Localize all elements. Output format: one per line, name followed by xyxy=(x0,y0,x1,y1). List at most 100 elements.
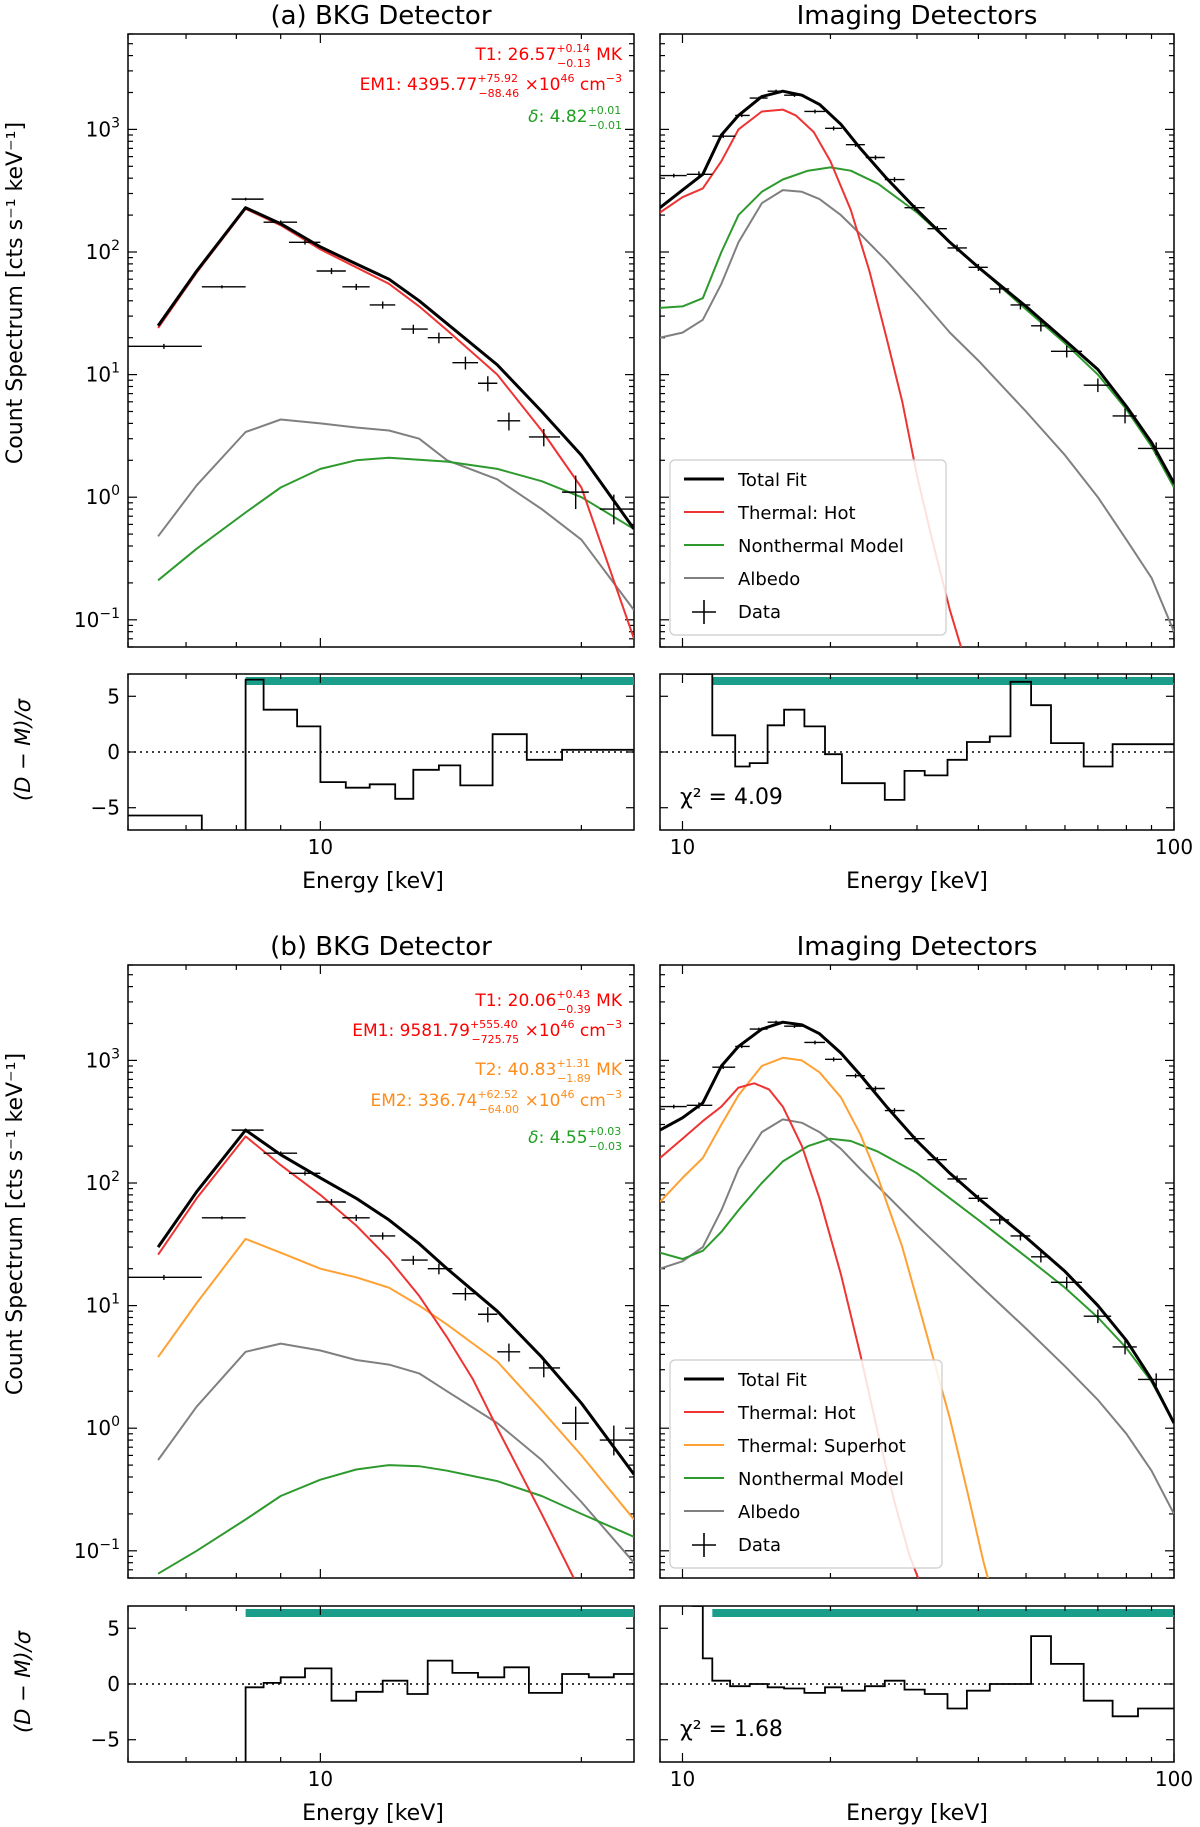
y-tick-label: 101 xyxy=(86,361,120,387)
series-total-fit xyxy=(660,89,1174,484)
series-thermal-superhot xyxy=(157,1237,634,1521)
data-point xyxy=(528,428,561,447)
legend-item-nonthermal-model: Nonthermal Model xyxy=(684,1469,904,1490)
data-point xyxy=(804,1040,826,1045)
data-point xyxy=(845,1073,865,1078)
data-point xyxy=(1010,1231,1031,1241)
main-axes-frame xyxy=(127,33,635,648)
y-tick-label: 5 xyxy=(107,1616,120,1640)
data-point xyxy=(947,244,967,252)
data-point xyxy=(749,1027,768,1031)
main-ticks xyxy=(127,964,634,1579)
legend-label: Albedo xyxy=(738,569,800,590)
data-point xyxy=(825,1057,842,1062)
xlabel-b-right: Energy [keV] xyxy=(846,1801,988,1826)
data-points xyxy=(660,89,1174,456)
data-point xyxy=(927,225,947,232)
param-em1: EM1: 4395.77+75.92 −88.46 ×1046 cm−3 xyxy=(360,72,622,100)
data-point xyxy=(288,1171,321,1176)
data-point xyxy=(686,1102,713,1109)
x-tick-label: 10 xyxy=(308,835,333,859)
panel-title: (b) BKG Detector xyxy=(270,932,492,962)
data-point xyxy=(865,1086,885,1091)
residual-ticks: −5 0 5 xyxy=(91,674,634,830)
series-thermal-superhot xyxy=(660,1056,989,1578)
data-point xyxy=(497,412,521,431)
data-point xyxy=(452,356,479,370)
series-nonthermal-model xyxy=(157,1464,634,1575)
xlabel-b-left: Energy [keV] xyxy=(302,1801,444,1826)
y-tick-label: 0 xyxy=(107,1672,120,1696)
data-point xyxy=(599,494,634,525)
data-point xyxy=(401,324,428,334)
residual-plot: −5 0 5 10 xyxy=(91,673,635,859)
residual-steps xyxy=(685,674,1174,801)
main-axes-frame xyxy=(127,964,635,1579)
x-tick-label: 100 xyxy=(1155,1767,1193,1791)
y-tick-label: 10−1 xyxy=(74,606,120,632)
legend-label: Nonthermal Model xyxy=(738,1469,904,1490)
param-t1: T1: 20.06+0.43 −0.39 MK xyxy=(474,988,623,1016)
y-tick-label: 100 xyxy=(86,483,120,509)
model-curves xyxy=(156,206,634,640)
series-albedo xyxy=(660,189,1174,633)
legend-frame xyxy=(669,459,947,636)
param-: δ: 4.82+0.01 −0.01 xyxy=(528,104,622,132)
y-tick-label: 103 xyxy=(86,115,120,141)
ylabel-resid-b: (D − M)/σ xyxy=(11,1630,35,1733)
data-point xyxy=(478,1307,498,1323)
data-point xyxy=(1138,442,1174,456)
data-point xyxy=(128,1274,202,1280)
residual-plot: 10 100 χ² = 1.68 xyxy=(659,1605,1193,1791)
data-point xyxy=(263,1151,298,1156)
data-point xyxy=(1112,1339,1137,1355)
data-point xyxy=(686,171,713,178)
data-point xyxy=(989,284,1010,294)
data-point xyxy=(884,177,905,183)
data-points xyxy=(128,1128,634,1456)
series-thermal-hot xyxy=(157,1135,575,1578)
series-albedo xyxy=(660,1118,1174,1515)
fit-range-bar xyxy=(712,677,1174,685)
data-point xyxy=(845,142,865,147)
legend-label: Total Fit xyxy=(737,470,807,491)
data-point xyxy=(784,1024,805,1028)
data-point xyxy=(989,1215,1010,1225)
legend-label: Data xyxy=(738,1535,781,1556)
x-tick-label: 10 xyxy=(670,835,695,859)
data-point xyxy=(342,1214,370,1221)
legend-label: Total Fit xyxy=(737,1370,807,1391)
data-point xyxy=(904,204,925,211)
data-point xyxy=(1031,1251,1051,1263)
panel-title: Imaging Detectors xyxy=(797,932,1038,962)
fit-range-bar xyxy=(245,1609,634,1617)
figure-text-labels: Count Spectrum [cts s⁻¹ keV⁻¹] Count Spe… xyxy=(3,122,988,1826)
data-point xyxy=(427,1263,453,1275)
legend: Total Fit Thermal: Hot Thermal: Superhot No… xyxy=(669,1359,943,1569)
data-point xyxy=(749,96,768,100)
data-point xyxy=(369,1232,396,1240)
residual-ticks: −5 0 5 xyxy=(91,1606,634,1762)
legend-item-albedo: Albedo xyxy=(684,1502,800,1523)
data-point xyxy=(1138,1373,1174,1387)
model-curves xyxy=(660,89,1174,647)
legend-item-nonthermal-model: Nonthermal Model xyxy=(684,536,904,557)
data-point xyxy=(904,1135,925,1142)
legend-label: Nonthermal Model xyxy=(738,536,904,557)
data-point xyxy=(478,376,498,392)
legend-label: Thermal: Hot xyxy=(737,503,856,524)
data-point xyxy=(316,1199,346,1206)
data-points xyxy=(128,197,634,525)
data-point xyxy=(660,1104,687,1109)
panel-title: Imaging Detectors xyxy=(797,1,1038,31)
data-point xyxy=(1083,1309,1112,1324)
legend-item-thermal-hot: Thermal: Hot xyxy=(684,503,856,524)
data-point xyxy=(1050,1276,1083,1289)
y-tick-label: 100 xyxy=(86,1414,120,1440)
data-point xyxy=(825,126,842,131)
param-em2: EM2: 336.74+62.52 −64.00 ×1046 cm−3 xyxy=(370,1088,622,1116)
data-point xyxy=(968,1194,988,1202)
legend-item-thermal-hot: Thermal: Hot xyxy=(684,1403,856,1424)
